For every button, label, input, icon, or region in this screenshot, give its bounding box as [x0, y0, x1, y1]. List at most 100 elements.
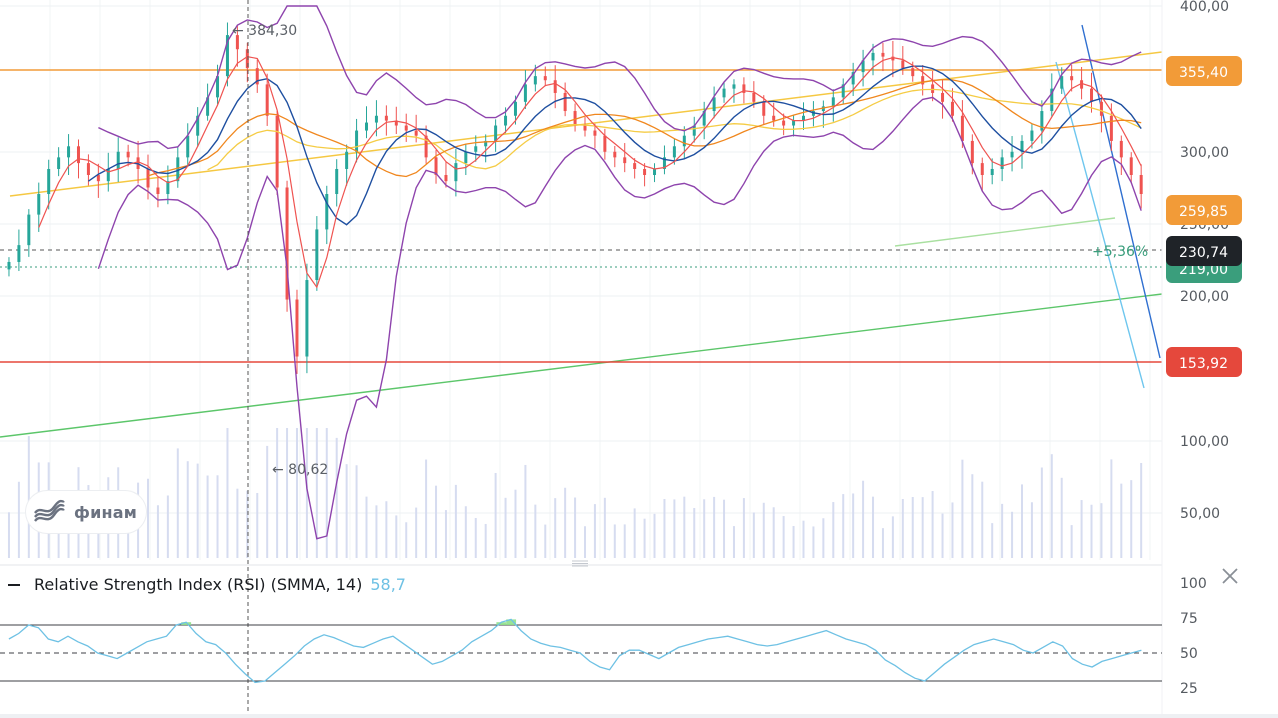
volume-bar	[335, 437, 338, 558]
candle-body	[285, 187, 289, 300]
volume-bar	[385, 501, 388, 558]
volume-bar	[554, 498, 557, 558]
candle-body	[345, 151, 349, 169]
candle-body	[881, 52, 885, 57]
badge-259-text: 259,85	[1179, 204, 1228, 220]
change-annotation: +5,36%	[1092, 244, 1148, 260]
volume-bar	[862, 480, 865, 558]
candle-body	[27, 214, 31, 246]
low-annotation: ← 80,62	[272, 462, 328, 478]
bollinger-lower-line	[97, 96, 1142, 540]
volume-bar	[971, 474, 974, 558]
volume-bar	[266, 445, 269, 558]
volume-bar	[484, 523, 487, 558]
candle-body	[613, 151, 617, 158]
candle-body	[315, 229, 319, 281]
descending-line-dark	[1081, 24, 1161, 359]
candle-body	[474, 146, 478, 152]
candle-body	[1119, 140, 1123, 158]
candle-body	[374, 115, 378, 123]
candle-body	[434, 157, 438, 175]
candle-body	[752, 92, 756, 102]
volume-bar	[504, 497, 507, 558]
price-badges: 355,40 259,85 219,00 230,74 153,92	[1166, 56, 1242, 377]
volume-bar	[921, 497, 924, 558]
volume-bar	[1070, 525, 1073, 558]
candle-body	[861, 60, 865, 73]
candle-body	[653, 168, 657, 175]
candle-body	[1050, 88, 1054, 112]
candle-body	[146, 168, 150, 188]
volume-bar	[454, 484, 457, 558]
badge-153-text: 153,92	[1179, 356, 1228, 372]
volume-bar	[156, 505, 159, 558]
drag-handle-icon[interactable]	[572, 560, 588, 567]
volume-bar	[27, 436, 30, 558]
volume-bar	[544, 524, 547, 558]
candle-body	[394, 120, 398, 126]
y-tick-200: 200,00	[1180, 289, 1229, 305]
volume-bar	[1001, 503, 1004, 558]
candle-body	[245, 49, 249, 69]
candle-body	[424, 135, 428, 158]
volume-bar	[1050, 454, 1053, 558]
volume-bar	[1090, 504, 1093, 558]
candle-body	[533, 76, 537, 85]
candle-body	[176, 157, 180, 182]
badge-259	[1166, 195, 1242, 225]
candle-body	[891, 56, 895, 61]
volume-bar	[832, 502, 835, 558]
volume-bar	[1100, 503, 1103, 558]
candle-body	[1060, 76, 1064, 89]
volume-bar	[7, 512, 10, 558]
candle-body	[17, 245, 21, 262]
volume-bar	[147, 478, 150, 558]
candle-body	[543, 76, 547, 81]
volume-bar	[1140, 463, 1143, 558]
candle-body	[484, 140, 488, 147]
rsi-overbought-area	[506, 619, 517, 625]
minus-icon[interactable]	[8, 583, 20, 586]
candle-body	[980, 163, 984, 175]
volume-bar	[891, 516, 894, 558]
candle-body	[494, 125, 498, 141]
volume-bar	[1011, 511, 1014, 558]
volume-bar	[802, 520, 805, 558]
bottom-scrollbar[interactable]	[0, 714, 1278, 718]
candle-body	[1010, 151, 1014, 158]
candle-body	[1030, 130, 1034, 141]
badge-153	[1166, 347, 1242, 377]
horizontal-gridlines	[0, 5, 1162, 514]
candle-body	[295, 299, 299, 357]
candle-body	[235, 35, 239, 50]
volume-bar	[653, 513, 656, 558]
candle-body	[990, 168, 994, 175]
volume-bar	[822, 518, 825, 558]
volume-bar	[196, 463, 199, 558]
volume-bar	[514, 489, 517, 558]
candle-body	[216, 76, 220, 98]
rsi-overbought-fill	[181, 619, 517, 625]
candle-body	[523, 84, 527, 102]
volume-bar	[782, 516, 785, 558]
candle-body	[7, 261, 11, 270]
volume-bar	[246, 490, 249, 558]
candle-body	[573, 111, 577, 126]
candle-body	[255, 68, 259, 85]
volume-bar	[276, 428, 279, 558]
close-icon[interactable]	[1220, 566, 1240, 586]
volume-bar	[574, 497, 577, 558]
candle-body	[960, 115, 964, 141]
upper-channel-line	[9, 51, 1163, 197]
volume-bar	[176, 448, 179, 558]
volume-bar	[931, 491, 934, 558]
price-axis: 400,00 300,00 250,00 200,00 100,00 50,00	[1180, 0, 1229, 522]
candle-body	[116, 151, 120, 169]
candle-body	[911, 68, 915, 77]
candle-body	[47, 168, 51, 195]
trend-lines	[0, 24, 1163, 438]
candle-body	[583, 125, 587, 131]
candle-body	[206, 97, 210, 116]
candle-body	[275, 115, 279, 188]
